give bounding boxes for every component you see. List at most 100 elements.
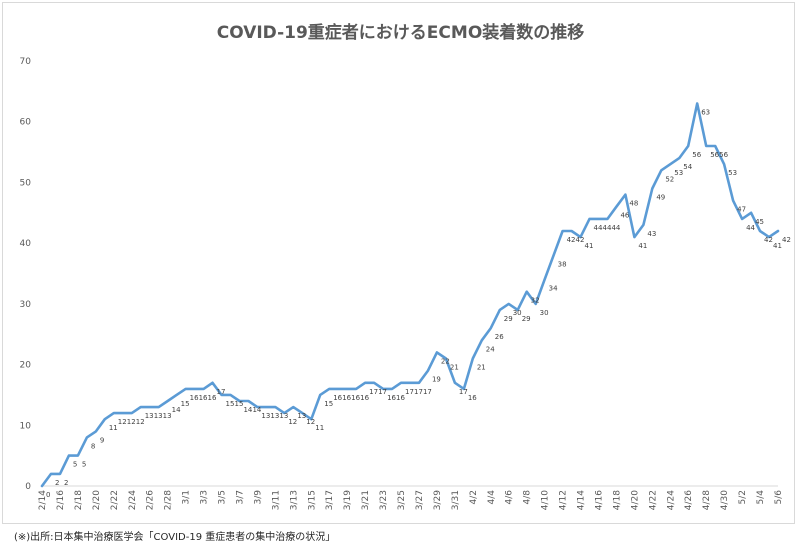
x-tick-label: 4/26 <box>684 490 694 510</box>
data-label: 26 <box>495 333 504 341</box>
x-tick-label: 3/21 <box>361 490 371 510</box>
data-label: 44 <box>602 224 611 232</box>
data-label: 52 <box>665 175 674 183</box>
source-note: (※)出所:日本集中治療医学会「COVID-19 重症患者の集中治療の状況」 <box>14 532 336 543</box>
data-label: 22 <box>441 357 450 365</box>
y-tick-label: 60 <box>20 118 32 128</box>
y-tick-label: 70 <box>20 57 32 67</box>
data-label: 14 <box>172 406 181 414</box>
x-tick-label: 4/30 <box>720 490 730 510</box>
chart-frame <box>2 2 795 524</box>
x-tick-label: 3/25 <box>397 490 407 510</box>
data-label: 13 <box>261 412 270 420</box>
x-tick-label: 4/24 <box>666 490 676 510</box>
x-tick-label: 4/14 <box>577 490 587 510</box>
x-tick-label: 4/10 <box>541 490 551 510</box>
data-label: 56 <box>710 151 719 159</box>
x-tick-label: 3/7 <box>235 490 245 504</box>
x-tick-label: 3/29 <box>433 490 443 510</box>
x-tick-label: 4/6 <box>505 490 515 505</box>
x-tick-label: 3/3 <box>200 490 210 504</box>
data-label: 15 <box>181 400 190 408</box>
x-tick-label: 3/27 <box>415 490 425 510</box>
x-tick-label: 2/26 <box>146 490 156 510</box>
data-label: 12 <box>306 418 315 426</box>
data-label: 16 <box>199 394 208 402</box>
x-tick-label: 3/11 <box>271 490 281 510</box>
data-label: 8 <box>91 442 95 450</box>
x-tick-label: 2/28 <box>164 490 174 510</box>
data-label: 41 <box>585 242 594 250</box>
x-tick-label: 3/5 <box>218 490 228 504</box>
data-label: 48 <box>629 200 638 208</box>
data-label: 44 <box>594 224 603 232</box>
data-label: 17 <box>217 388 226 396</box>
data-label: 24 <box>486 345 495 353</box>
data-label: 49 <box>656 194 665 202</box>
data-label: 30 <box>513 309 522 317</box>
data-label: 16 <box>351 394 360 402</box>
data-label: 29 <box>504 315 513 323</box>
data-label: 30 <box>540 309 549 317</box>
data-label: 56 <box>692 151 701 159</box>
data-label: 21 <box>477 364 486 372</box>
x-tick-label: 2/20 <box>92 490 102 510</box>
x-tick-label: 2/18 <box>74 490 84 510</box>
x-tick-label: 2/14 <box>38 490 48 510</box>
data-label: 44 <box>746 224 755 232</box>
x-tick-label: 3/17 <box>325 490 335 510</box>
data-label: 0 <box>46 491 50 499</box>
data-label: 5 <box>73 461 77 469</box>
data-label: 16 <box>468 394 477 402</box>
data-label: 15 <box>324 400 333 408</box>
data-label: 42 <box>567 236 576 244</box>
x-tick-label: 3/19 <box>343 490 353 510</box>
data-label: 29 <box>522 315 531 323</box>
data-label: 38 <box>558 260 567 268</box>
data-label: 13 <box>154 412 163 420</box>
data-label: 32 <box>531 297 540 305</box>
x-tick-label: 4/16 <box>594 490 604 510</box>
chart-title: COVID-19重症者におけるECMO装着数の推移 <box>216 23 585 43</box>
data-label: 42 <box>782 236 791 244</box>
data-label: 17 <box>414 388 423 396</box>
data-label: 16 <box>387 394 396 402</box>
data-label: 53 <box>728 169 737 177</box>
x-tick-label: 2/24 <box>128 490 138 510</box>
data-label: 13 <box>270 412 279 420</box>
x-tick-label: 3/31 <box>451 490 461 510</box>
data-label: 14 <box>243 406 252 414</box>
data-label: 12 <box>118 418 127 426</box>
data-label: 63 <box>701 109 710 117</box>
x-tick-label: 4/8 <box>523 490 533 505</box>
data-label: 17 <box>369 388 378 396</box>
data-label: 41 <box>638 242 647 250</box>
data-label: 13 <box>297 412 306 420</box>
x-tick-label: 5/4 <box>756 490 766 505</box>
x-tick-label: 2/16 <box>56 490 66 510</box>
data-label: 11 <box>109 424 118 432</box>
x-tick-label: 2/22 <box>110 490 120 510</box>
data-label: 17 <box>423 388 432 396</box>
data-label: 17 <box>405 388 414 396</box>
x-tick-label: 3/13 <box>289 490 299 510</box>
data-label: 12 <box>136 418 145 426</box>
data-label: 42 <box>576 236 585 244</box>
x-tick-label: 4/12 <box>559 490 569 510</box>
data-label: 46 <box>620 212 629 220</box>
y-tick-label: 40 <box>20 239 32 249</box>
data-label: 5 <box>82 461 86 469</box>
data-label: 44 <box>611 224 620 232</box>
y-tick-label: 10 <box>20 421 32 431</box>
x-tick-label: 4/4 <box>487 490 497 505</box>
data-label: 42 <box>764 236 773 244</box>
data-label: 16 <box>190 394 199 402</box>
data-label: 16 <box>333 394 342 402</box>
data-label: 17 <box>459 388 468 396</box>
y-tick-label: 30 <box>20 300 32 310</box>
data-label: 9 <box>100 436 104 444</box>
x-tick-label: 4/22 <box>648 490 658 510</box>
data-label: 13 <box>163 412 172 420</box>
data-label: 15 <box>234 400 243 408</box>
data-label: 11 <box>315 424 324 432</box>
